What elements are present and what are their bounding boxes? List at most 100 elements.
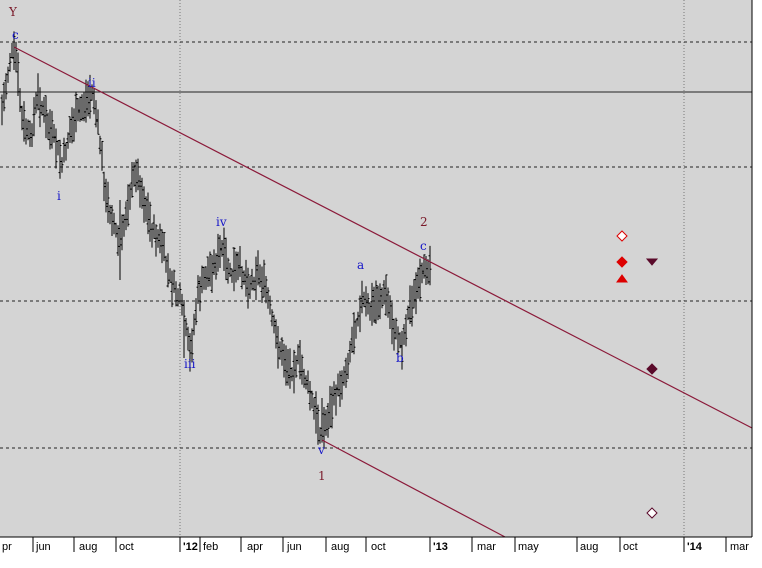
price-bar: [280, 337, 284, 366]
price-bar: [390, 302, 394, 345]
price-bar: [40, 100, 44, 116]
price-bar: [34, 92, 38, 114]
x-tick-label: oct: [623, 541, 638, 553]
price-bar: [172, 269, 176, 293]
price-bar: [4, 73, 8, 100]
right-margin: [752, 0, 762, 568]
price-bar: [386, 287, 390, 318]
price-bar: [336, 373, 340, 397]
price-bar: [28, 120, 32, 147]
price-bar: [124, 201, 128, 231]
price-bar: [170, 270, 174, 308]
x-tick-label: jun: [35, 541, 51, 553]
price-bar: [46, 112, 50, 141]
price-bar: [168, 268, 172, 283]
price-bar: [310, 390, 314, 409]
price-bar: [302, 368, 306, 388]
price-bar: [56, 140, 60, 156]
price-bar: [278, 341, 282, 360]
price-bar: [142, 186, 146, 223]
price-bar: [32, 97, 36, 137]
x-tick-label: mar: [477, 541, 496, 553]
price-bar: [262, 259, 266, 298]
price-bar: [266, 287, 270, 309]
price-bar: [406, 305, 410, 321]
price-bar: [348, 340, 352, 363]
price-bar: [138, 175, 142, 208]
price-bar: [316, 404, 320, 445]
price-bar: [186, 326, 190, 351]
price-bar: [328, 385, 332, 428]
price-bar: [350, 326, 354, 353]
price-bar: [358, 295, 362, 333]
price-bar: [396, 326, 400, 356]
price-bar: [286, 349, 290, 386]
price-bar: [162, 232, 166, 262]
price-bar: [416, 267, 420, 299]
price-bar: [88, 74, 92, 119]
price-bar: [72, 108, 76, 142]
price-bar: [258, 264, 262, 288]
signal-marker: [616, 230, 628, 242]
price-bar: [304, 375, 308, 390]
price-bar: [294, 355, 298, 378]
wave-label: c: [420, 239, 427, 253]
price-bar: [264, 276, 268, 304]
price-bar: [198, 276, 202, 312]
price-bar: [296, 344, 300, 365]
price-bar: [58, 139, 62, 179]
price-bar: [404, 314, 408, 347]
price-bar: [392, 318, 396, 351]
price-bar: [188, 333, 192, 372]
price-bar: [360, 280, 364, 314]
x-tick-label: '14: [687, 541, 703, 553]
price-bar: [6, 66, 10, 83]
price-bar: [412, 279, 416, 309]
price-bar: [136, 158, 140, 191]
price-bar: [400, 330, 404, 370]
wave-label: iv: [216, 215, 227, 229]
price-bar: [120, 214, 124, 251]
wave-label: v: [317, 443, 325, 457]
price-bar: [106, 181, 110, 223]
plot-background: [0, 0, 752, 537]
price-bar: [98, 135, 102, 155]
price-bar: [42, 96, 46, 123]
wave-label: c: [12, 28, 19, 42]
price-bar: [308, 381, 312, 411]
price-bar: [176, 288, 180, 307]
price-bar: [16, 52, 20, 96]
price-bar: [276, 326, 280, 369]
price-bar: [394, 317, 398, 340]
price-bar: [418, 258, 422, 302]
price-bar: [234, 251, 238, 283]
price-bars: [0, 31, 432, 449]
price-bar: [14, 41, 18, 73]
price-bar: [382, 280, 386, 305]
price-bar: [426, 259, 430, 285]
price-bar: [150, 223, 154, 248]
price-bar: [44, 95, 48, 139]
price-bar: [212, 249, 216, 275]
price-bar: [208, 251, 212, 287]
price-bar: [332, 381, 336, 406]
price-bar: [82, 92, 86, 122]
price-bar: [370, 282, 374, 326]
price-bar: [158, 223, 162, 254]
wave-label: ii: [88, 76, 96, 90]
price-bar: [52, 124, 56, 143]
price-bar: [238, 246, 242, 277]
price-bar: [140, 177, 144, 209]
price-bar: [160, 229, 164, 264]
price-bar: [192, 313, 196, 336]
wave-label: a: [357, 258, 364, 272]
price-bar: [114, 222, 118, 238]
price-bar: [60, 157, 64, 173]
price-bar: [300, 354, 304, 385]
price-bar: [128, 183, 132, 210]
price-bar: [224, 237, 228, 281]
price-bar: [122, 214, 126, 237]
price-bar: [178, 282, 182, 304]
price-bar: [196, 275, 200, 304]
x-tick-label: jun: [286, 541, 302, 553]
